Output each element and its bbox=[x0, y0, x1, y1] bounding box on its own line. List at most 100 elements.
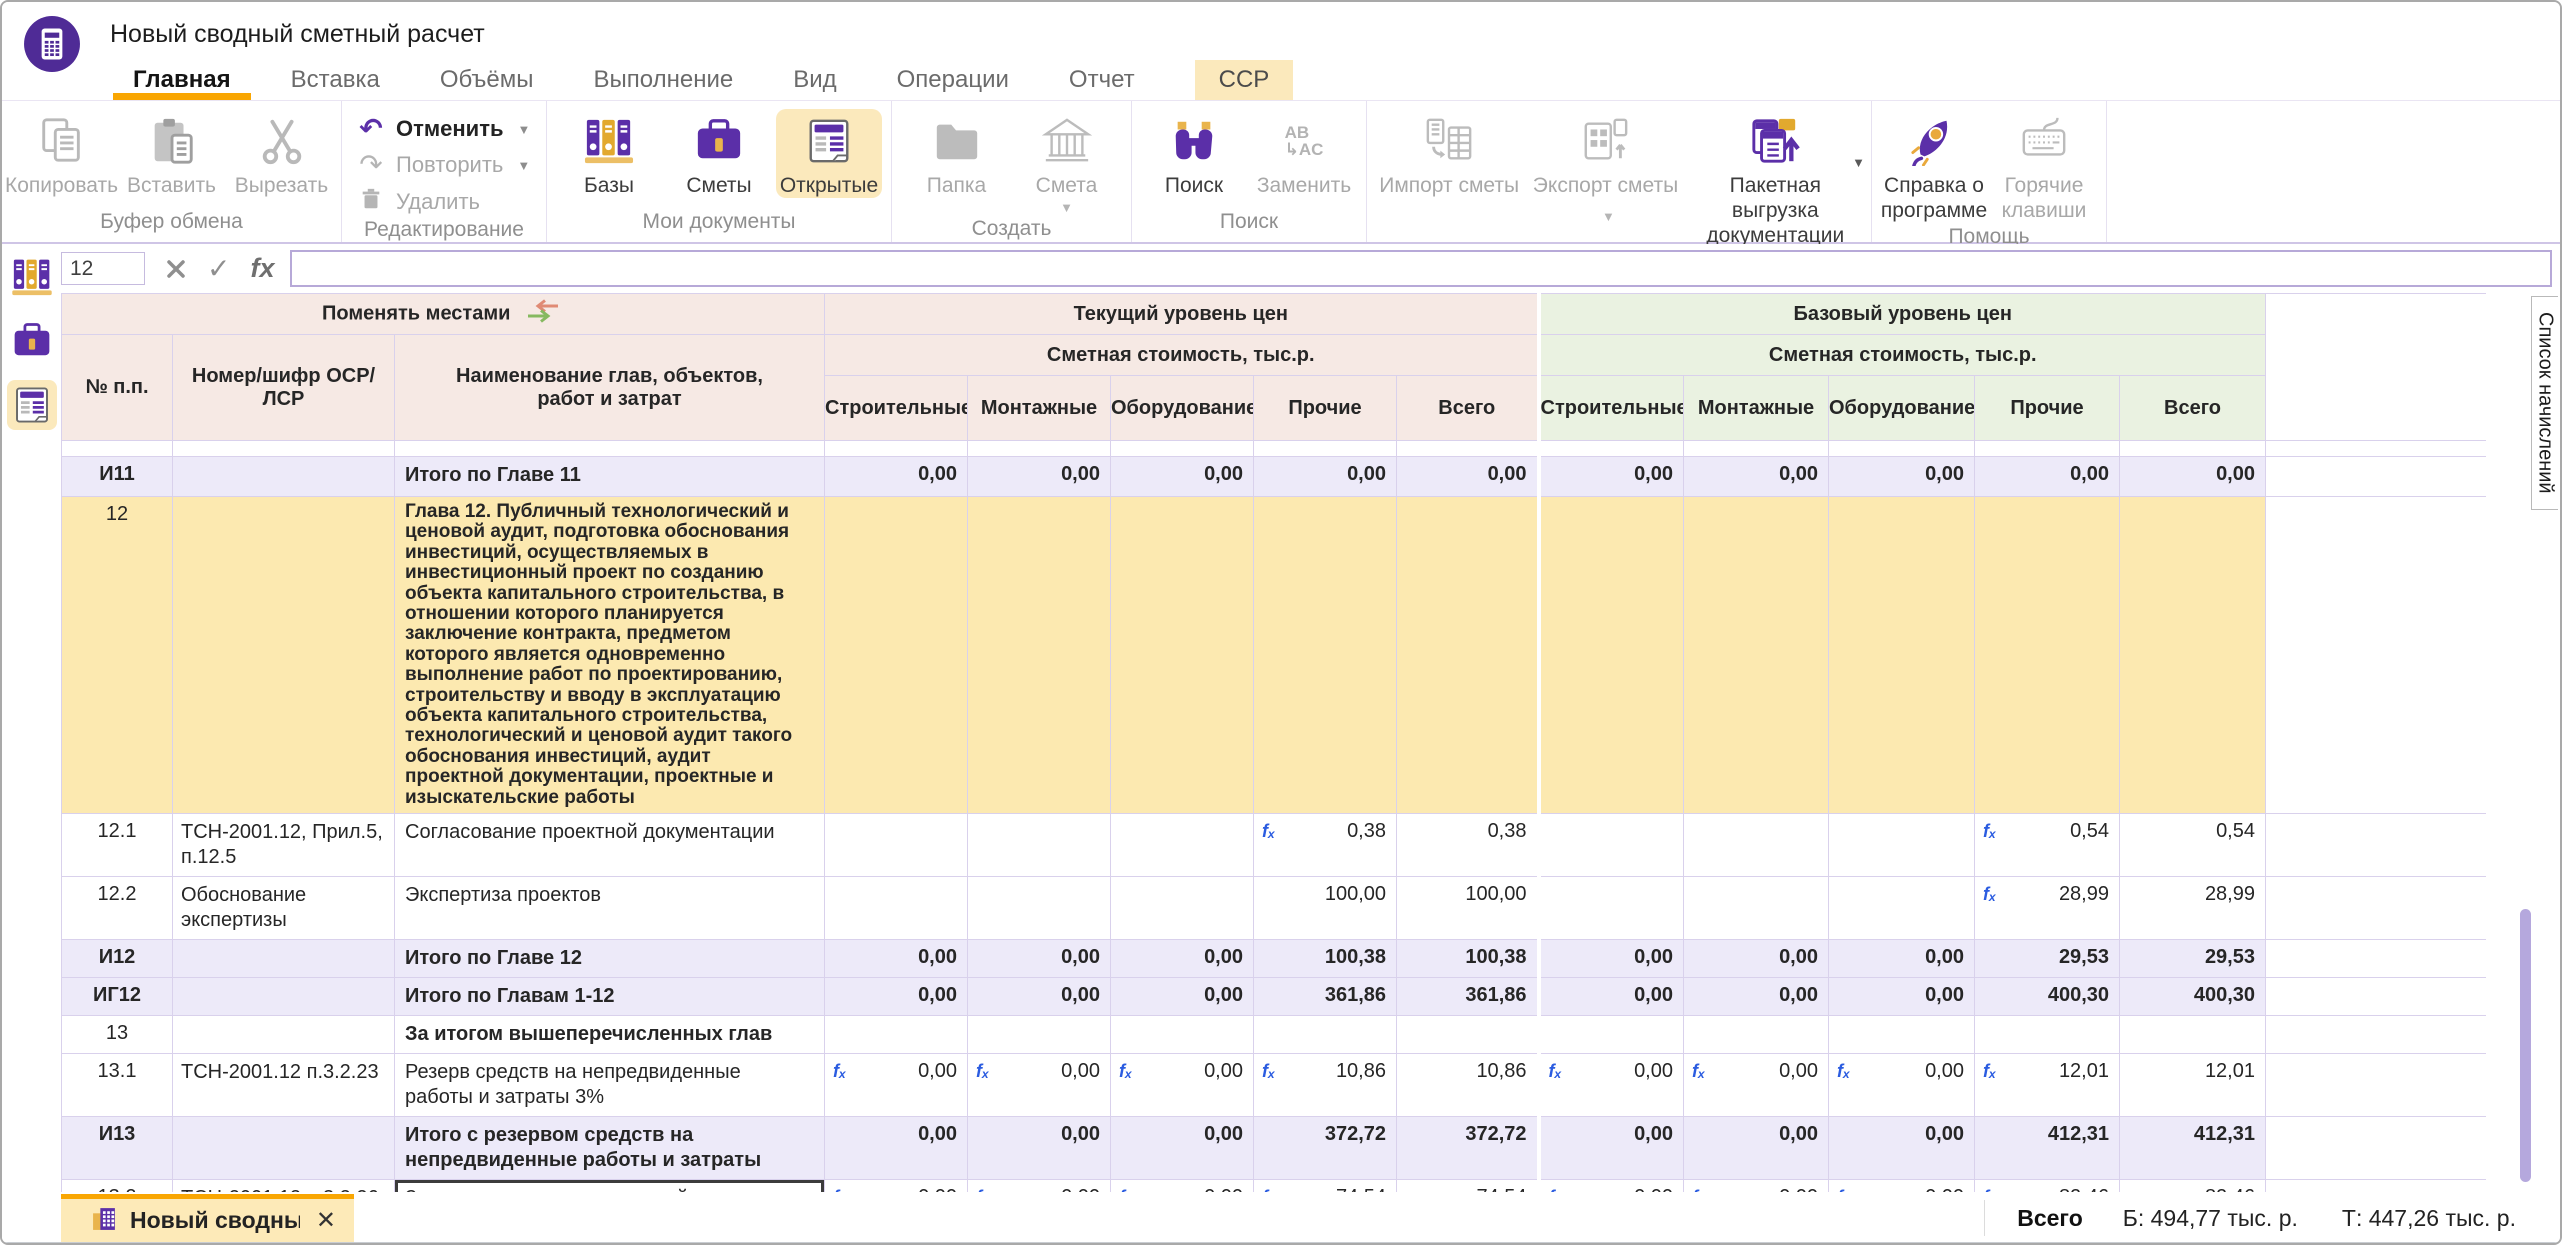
value-cell[interactable]: fₓ0,00 bbox=[825, 1180, 968, 1192]
value-cell[interactable]: 372,72 bbox=[1397, 1117, 1539, 1180]
value-cell[interactable]: 0,00 bbox=[968, 978, 1111, 1016]
value-cell[interactable] bbox=[1254, 441, 1397, 457]
value-cell[interactable]: fₓ0,54 bbox=[1975, 814, 2120, 877]
value-cell[interactable] bbox=[968, 1016, 1111, 1054]
value-cell[interactable]: 100,00 bbox=[1254, 877, 1397, 940]
value-cell[interactable]: 412,31 bbox=[1975, 1117, 2120, 1180]
document-tab[interactable]: Новый сводный ... ✕ bbox=[61, 1194, 354, 1242]
value-cell[interactable]: 0,00 bbox=[825, 978, 968, 1016]
value-cell[interactable]: fₓ0,38 bbox=[1254, 814, 1397, 877]
value-cell[interactable]: 0,38 bbox=[1397, 814, 1539, 877]
value-cell[interactable]: 0,00 bbox=[825, 457, 968, 497]
sidebar-open-documents-button[interactable] bbox=[7, 380, 57, 430]
value-cell[interactable]: 0,00 bbox=[1111, 940, 1254, 978]
value-cell[interactable] bbox=[1111, 1016, 1254, 1054]
value-cell[interactable]: fₓ74,54 bbox=[1254, 1180, 1397, 1192]
tab-Вид[interactable]: Вид bbox=[793, 60, 836, 100]
value-cell[interactable]: fₓ0,00 bbox=[1111, 1180, 1254, 1192]
value-cell[interactable] bbox=[825, 1016, 968, 1054]
value-cell[interactable]: 0,00 bbox=[968, 457, 1111, 497]
value-cell[interactable]: 0,00 bbox=[968, 940, 1111, 978]
row-code-cell[interactable]: Обоснование экспертизы bbox=[173, 877, 395, 940]
value-cell[interactable] bbox=[1254, 497, 1397, 814]
value-cell[interactable] bbox=[1539, 814, 1684, 877]
value-cell[interactable]: 12,01 bbox=[2120, 1054, 2266, 1117]
value-cell[interactable] bbox=[1397, 497, 1539, 814]
row-code-cell[interactable]: ТСН-2001.12 п.3.2.26 bbox=[173, 1180, 395, 1192]
swap-columns-header[interactable]: Поменять местами bbox=[62, 294, 825, 335]
value-cell[interactable]: 0,00 bbox=[1539, 457, 1684, 497]
row-number-cell[interactable]: 12.2 bbox=[62, 877, 173, 940]
value-cell[interactable]: 361,86 bbox=[1397, 978, 1539, 1016]
estimates-button[interactable]: Сметы bbox=[666, 109, 772, 198]
row-code-cell[interactable]: ТСН-2001.12 п.3.2.23 bbox=[173, 1054, 395, 1117]
value-cell[interactable]: fₓ82,46 bbox=[1975, 1180, 2120, 1192]
value-cell[interactable]: fₓ0,00 bbox=[1111, 1054, 1254, 1117]
row-code-cell[interactable] bbox=[173, 457, 395, 497]
sidebar-bases-button[interactable] bbox=[7, 252, 57, 302]
row-number-cell[interactable]: И11 bbox=[62, 457, 173, 497]
value-cell[interactable]: 100,38 bbox=[1254, 940, 1397, 978]
function-icon[interactable]: fx bbox=[250, 253, 274, 284]
value-cell[interactable] bbox=[968, 814, 1111, 877]
row-number-cell[interactable]: 12 bbox=[62, 497, 173, 814]
value-cell[interactable]: 0,00 bbox=[825, 940, 968, 978]
row-code-cell[interactable] bbox=[173, 940, 395, 978]
selected-cell[interactable]: Затраты, связанные с уплатой налога на д… bbox=[395, 1180, 825, 1192]
undo-button[interactable]: ↶Отменить▼ bbox=[356, 115, 532, 143]
value-cell[interactable]: fₓ10,86 bbox=[1254, 1054, 1397, 1117]
value-cell[interactable]: 0,00 bbox=[1539, 978, 1684, 1016]
search-button[interactable]: Поиск bbox=[1141, 109, 1247, 198]
value-cell[interactable] bbox=[825, 441, 968, 457]
value-cell[interactable]: fₓ0,00 bbox=[1829, 1054, 1975, 1117]
tab-Операции[interactable]: Операции bbox=[897, 60, 1009, 100]
value-cell[interactable] bbox=[1111, 441, 1254, 457]
value-cell[interactable]: 0,00 bbox=[1684, 1117, 1829, 1180]
value-cell[interactable]: fₓ12,01 bbox=[1975, 1054, 2120, 1117]
accruals-list-tab[interactable]: Список начислений bbox=[2531, 296, 2558, 510]
value-cell[interactable] bbox=[1829, 877, 1975, 940]
row-number-cell[interactable]: 13 bbox=[62, 1016, 173, 1054]
value-cell[interactable]: 28,99 bbox=[2120, 877, 2266, 940]
value-cell[interactable]: 29,53 bbox=[2120, 940, 2266, 978]
value-cell[interactable] bbox=[1684, 814, 1829, 877]
value-cell[interactable]: 412,31 bbox=[2120, 1117, 2266, 1180]
value-cell[interactable]: 0,00 bbox=[1539, 1117, 1684, 1180]
cell-reference-input[interactable] bbox=[61, 252, 145, 285]
value-cell[interactable] bbox=[2120, 1016, 2266, 1054]
row-code-cell[interactable] bbox=[173, 978, 395, 1016]
value-cell[interactable] bbox=[968, 441, 1111, 457]
row-name-cell[interactable]: Итого по Главе 12 bbox=[395, 940, 825, 978]
row-name-cell[interactable]: Резерв средств на непредвиденные работы … bbox=[395, 1054, 825, 1117]
row-name-cell[interactable]: Итого с резервом средств на непредвиденн… bbox=[395, 1117, 825, 1180]
value-cell[interactable]: 0,00 bbox=[1829, 940, 1975, 978]
value-cell[interactable] bbox=[968, 497, 1111, 814]
value-cell[interactable] bbox=[1829, 441, 1975, 457]
value-cell[interactable]: 0,54 bbox=[2120, 814, 2266, 877]
confirm-entry-icon[interactable]: ✓ bbox=[207, 252, 230, 285]
cancel-entry-icon[interactable] bbox=[165, 258, 187, 280]
value-cell[interactable]: 0,00 bbox=[1111, 1117, 1254, 1180]
value-cell[interactable] bbox=[1539, 877, 1684, 940]
value-cell[interactable] bbox=[1829, 497, 1975, 814]
tab-Выполнение[interactable]: Выполнение bbox=[594, 60, 734, 100]
value-cell[interactable]: fₓ0,00 bbox=[968, 1180, 1111, 1192]
value-cell[interactable] bbox=[1539, 1016, 1684, 1054]
bases-button[interactable]: Базы bbox=[556, 109, 662, 198]
value-cell[interactable]: fₓ0,00 bbox=[1684, 1054, 1829, 1117]
value-cell[interactable]: 400,30 bbox=[2120, 978, 2266, 1016]
tab-Главная[interactable]: Главная bbox=[133, 60, 231, 100]
value-cell[interactable] bbox=[1539, 441, 1684, 457]
row-name-cell[interactable]: За итогом вышеперечисленных глав bbox=[395, 1016, 825, 1054]
tab-ССР[interactable]: ССР bbox=[1195, 60, 1294, 100]
value-cell[interactable]: 0,00 bbox=[968, 1117, 1111, 1180]
sidebar-estimates-button[interactable] bbox=[7, 316, 57, 366]
value-cell[interactable] bbox=[1829, 1016, 1975, 1054]
tab-Вставка[interactable]: Вставка bbox=[291, 60, 380, 100]
value-cell[interactable] bbox=[825, 814, 968, 877]
row-code-cell[interactable]: ТСН-2001.12, Прил.5, п.12.5 bbox=[173, 814, 395, 877]
value-cell[interactable] bbox=[1684, 441, 1829, 457]
row-code-cell[interactable] bbox=[173, 1117, 395, 1180]
row-name-cell[interactable]: Итого по Главам 1-12 bbox=[395, 978, 825, 1016]
value-cell[interactable]: fₓ28,99 bbox=[1975, 877, 2120, 940]
